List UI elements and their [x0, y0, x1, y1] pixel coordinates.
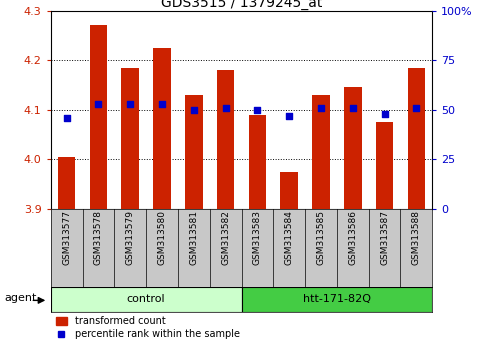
Text: GSM313586: GSM313586: [348, 210, 357, 266]
Text: GSM313581: GSM313581: [189, 210, 199, 266]
Bar: [58, 157, 75, 209]
Bar: [408, 68, 425, 209]
Bar: [376, 122, 393, 209]
Text: htt-171-82Q: htt-171-82Q: [303, 294, 371, 304]
Text: GSM313579: GSM313579: [126, 210, 135, 266]
Point: [158, 101, 166, 107]
Text: GSM313583: GSM313583: [253, 210, 262, 266]
Bar: [121, 68, 139, 209]
Bar: [217, 70, 234, 209]
Text: agent: agent: [4, 293, 36, 303]
Text: GSM313577: GSM313577: [62, 210, 71, 266]
Bar: [153, 48, 171, 209]
Point: [412, 105, 420, 110]
Point: [190, 107, 198, 113]
Point: [285, 113, 293, 119]
Text: GSM313580: GSM313580: [157, 210, 167, 266]
Point: [254, 107, 261, 113]
Point: [349, 105, 356, 110]
Bar: [185, 95, 202, 209]
Bar: [90, 25, 107, 209]
Point: [317, 105, 325, 110]
Bar: [312, 95, 330, 209]
Point: [63, 115, 71, 120]
Point: [222, 105, 229, 110]
Text: GSM313587: GSM313587: [380, 210, 389, 266]
Bar: [242, 287, 432, 312]
Point: [127, 101, 134, 107]
Text: control: control: [127, 294, 165, 304]
Title: GDS3515 / 1379245_at: GDS3515 / 1379245_at: [161, 0, 322, 10]
Point: [381, 111, 388, 116]
Text: GSM313582: GSM313582: [221, 210, 230, 265]
Point: [95, 101, 102, 107]
Legend: transformed count, percentile rank within the sample: transformed count, percentile rank withi…: [52, 313, 244, 343]
Bar: [281, 172, 298, 209]
Bar: [344, 87, 362, 209]
Bar: [249, 115, 266, 209]
Text: GSM313578: GSM313578: [94, 210, 103, 266]
Bar: [51, 287, 242, 312]
Text: GSM313584: GSM313584: [284, 210, 294, 265]
Text: GSM313585: GSM313585: [316, 210, 326, 266]
Text: GSM313588: GSM313588: [412, 210, 421, 266]
